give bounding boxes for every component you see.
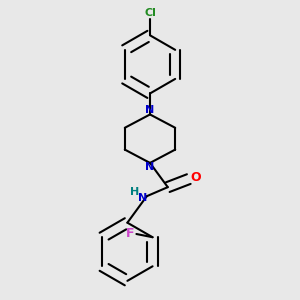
Text: H: H xyxy=(130,187,139,197)
Text: N: N xyxy=(146,105,154,115)
Text: N: N xyxy=(146,162,154,172)
Text: N: N xyxy=(138,193,148,203)
Text: O: O xyxy=(190,171,201,184)
Text: Cl: Cl xyxy=(144,8,156,18)
Text: F: F xyxy=(126,227,135,241)
